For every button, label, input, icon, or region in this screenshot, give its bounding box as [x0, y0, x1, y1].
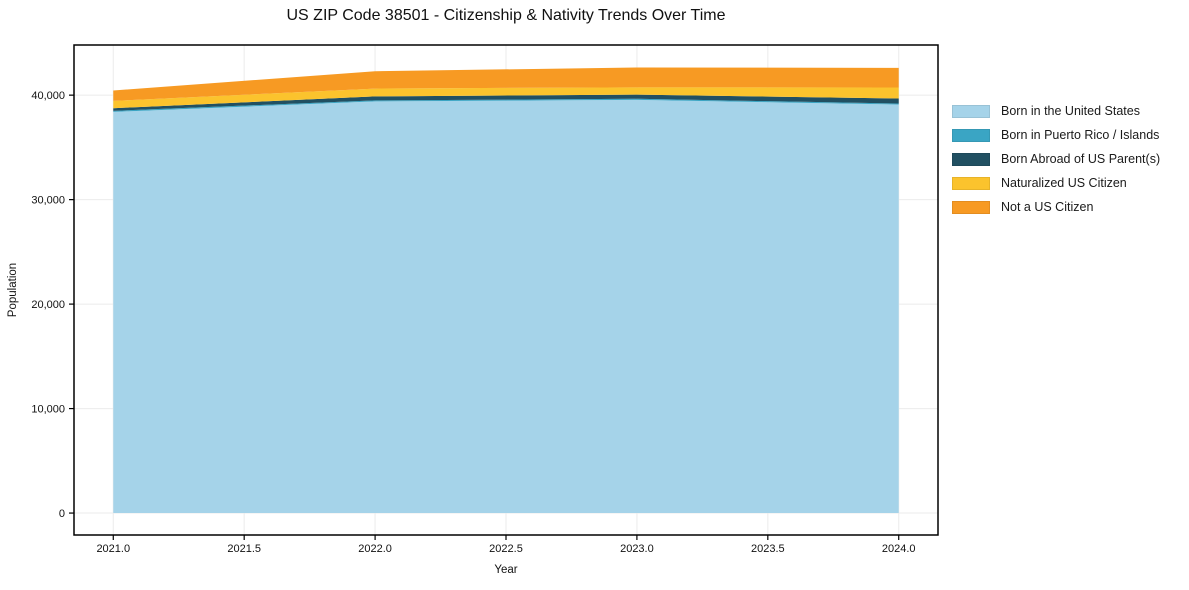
chart-title: US ZIP Code 38501 - Citizenship & Nativi…	[286, 7, 726, 24]
legend-swatch-naturalized	[952, 176, 990, 190]
legend-label: Not a US Citizen	[1001, 200, 1094, 214]
legend-label: Born Abroad of US Parent(s)	[1001, 152, 1161, 166]
x-tick-label: 2021.5	[227, 543, 261, 555]
legend-label: Naturalized US Citizen	[1001, 176, 1127, 190]
y-axis-label: Population	[7, 262, 19, 318]
legend-item-born-abroad: Born Abroad of US Parent(s)	[952, 152, 1160, 166]
area-series-2	[113, 94, 899, 111]
legend-swatch-born-us	[952, 104, 990, 118]
legend-item-not-citizen: Not a US Citizen	[952, 200, 1160, 214]
x-tick-label: 2023.5	[751, 543, 785, 555]
y-tick-label: 40,000	[31, 90, 65, 102]
y-tick-label: 0	[59, 508, 65, 520]
legend-swatch-not-citizen	[952, 200, 990, 214]
area-series-1	[113, 98, 899, 112]
x-tick-label: 2022.0	[358, 543, 392, 555]
legend-item-born-pr: Born in Puerto Rico / Islands	[952, 128, 1160, 142]
y-tick-label: 30,000	[31, 195, 65, 207]
area-series-4	[113, 67, 899, 101]
x-tick-label: 2024.0	[882, 543, 916, 555]
x-axis-label: Year	[494, 564, 518, 576]
y-tick-label: 20,000	[31, 299, 65, 311]
legend-swatch-born-pr	[952, 128, 990, 142]
area-series-0	[113, 99, 899, 514]
y-tick-label: 10,000	[31, 404, 65, 416]
x-tick-label: 2023.0	[620, 543, 654, 555]
x-tick-label: 2022.5	[489, 543, 523, 555]
legend-swatch-born-abroad	[952, 152, 990, 166]
area-series-3	[113, 87, 899, 109]
legend: Born in the United States Born in Puerto…	[952, 104, 1160, 214]
legend-item-naturalized: Naturalized US Citizen	[952, 176, 1160, 190]
legend-item-born-us: Born in the United States	[952, 104, 1160, 118]
legend-label: Born in the United States	[1001, 104, 1140, 118]
legend-label: Born in Puerto Rico / Islands	[1001, 128, 1160, 142]
x-tick-label: 2021.0	[96, 543, 130, 555]
